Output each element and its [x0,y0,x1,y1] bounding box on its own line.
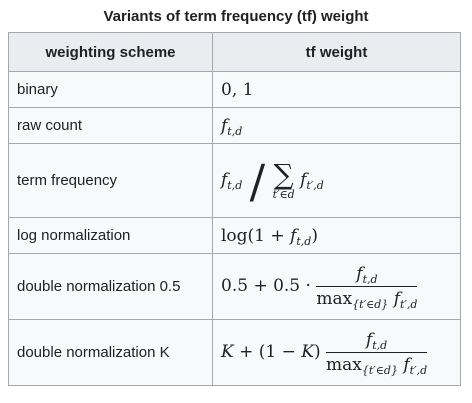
weight-cell: K + (1 − K) ft,d max{t′∈d} ft′,d [212,319,461,386]
scheme-cell: term frequency [8,143,213,218]
subscript: t,d [227,124,243,138]
f-symbol: f [403,355,410,375]
scheme-cell: binary [8,71,213,108]
f-symbol: f [221,115,228,136]
fraction: ft,d max{t′∈d} ft′,d [316,264,418,311]
tf-weight-table: weighting scheme tf weight binary 0, 1 r… [8,32,461,386]
scheme-cell: raw count [8,107,213,144]
f-symbol: f [356,264,363,284]
formula-double-normalization-k: K + (1 − K) ft,d max{t′∈d} ft′,d [221,330,428,377]
close-paren: ) [311,225,318,246]
weight-cell: log(1 + ft,d) [212,217,461,254]
k-symbol: K [301,342,314,362]
max-limit: {t′∈d} [361,364,398,377]
table-row: raw count ft,d [8,107,461,144]
k-symbol: K [221,342,234,362]
scheme-cell: double normalization 0.5 [8,253,213,320]
header-weighting-scheme: weighting scheme [8,32,213,72]
subscript: t,d [296,234,312,248]
f-symbol: f [300,170,307,190]
weight-cell: ft,d / ∑ t′∈d ft′,d [212,143,461,218]
subscript: t,d [362,273,378,286]
max-operator: max [316,289,353,309]
scheme-cell: double normalization K [8,319,213,386]
weight-cell: 0.5 + 0.5 · ft,d max{t′∈d} ft′,d [212,253,461,320]
subscript: t′,d [409,364,428,377]
formula-log-normalization: log(1 + ft,d) [221,225,318,248]
max-limit: {t′∈d} [352,298,389,311]
scheme-cell: log normalization [8,217,213,254]
f-symbol: f [365,330,373,350]
f-symbol: f [221,170,228,190]
f-symbol: f [290,225,297,246]
formula-term-frequency: ft,d / ∑ t′∈d ft′,d [221,158,324,204]
weight-cell: 0, 1 [212,71,461,108]
log-prefix: log(1 + [221,225,291,246]
subscript: t′,d [400,298,418,311]
fraction-denominator: max{t′∈d} ft′,d [326,353,428,377]
fraction-numerator: ft,d [326,330,428,353]
formula-binary: 0, 1 [221,79,254,100]
table-row: double normalization 0.5 0.5 + 0.5 · ft,… [8,253,461,320]
formula-double-normalization-half: 0.5 + 0.5 · ft,d max{t′∈d} ft′,d [221,264,418,311]
subscript: t,d [227,179,243,192]
header-tf-weight: tf weight [212,32,461,72]
table-row: term frequency ft,d / ∑ t′∈d ft′,d [8,143,461,218]
table-caption: Variants of term frequency (tf) weight [103,8,369,25]
table-row: log normalization log(1 + ft,d) [8,217,461,254]
fraction-denominator: max{t′∈d} ft′,d [316,287,418,311]
subscript: t′,d [306,179,324,192]
max-operator: max [326,355,362,375]
sum-symbol: ∑ [273,157,294,191]
fraction: ft,d max{t′∈d} ft′,d [326,330,428,377]
table-row: binary 0, 1 [8,71,461,108]
half-prefix: 0.5 + 0.5 · [221,276,317,296]
summation: ∑ t′∈d [272,157,295,201]
f-symbol: f [393,289,400,309]
k-mid: + (1 − [233,342,302,362]
table-row: double normalization K K + (1 − K) ft,d … [8,319,461,386]
sum-limit: t′∈d [272,187,295,201]
header-row: weighting scheme tf weight [8,32,461,72]
fraction-numerator: ft,d [316,264,418,287]
weight-cell: ft,d [212,107,461,144]
formula-raw-count: ft,d [221,115,243,138]
division-slash: / [249,153,266,208]
k-close: ) [313,342,321,362]
subscript: t,d [372,339,388,352]
